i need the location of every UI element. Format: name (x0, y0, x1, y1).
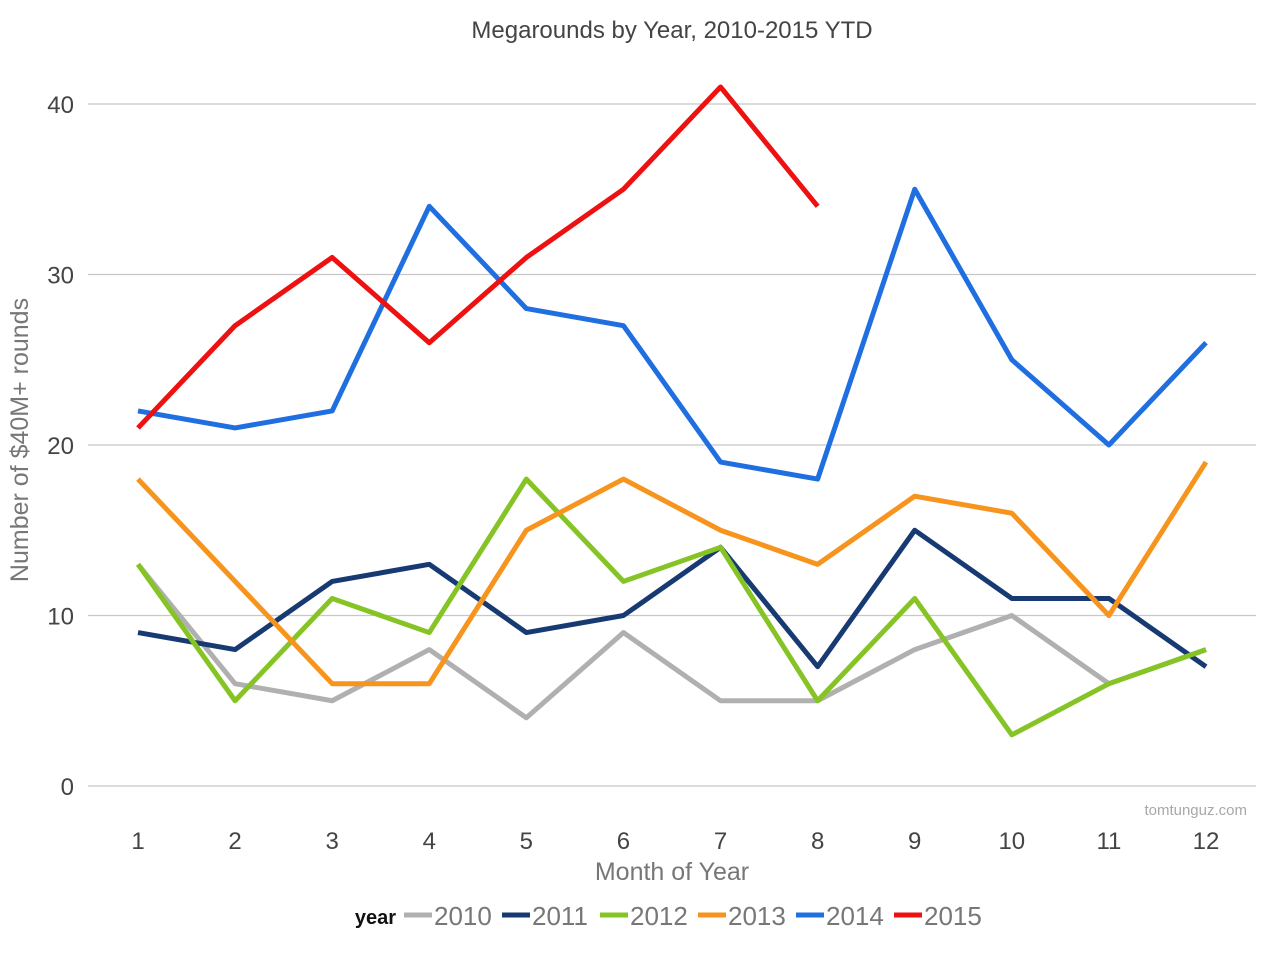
series-line-2010 (136, 562, 1207, 721)
x-tick-label: 10 (998, 828, 1025, 855)
y-tick-label: 10 (47, 604, 74, 631)
x-axis-ticks: 1 2 3 4 5 6 7 8 9 10 11 12 (131, 828, 1219, 855)
y-tick-label: 40 (47, 92, 74, 119)
series-line-2013 (136, 460, 1209, 687)
series-line-2011 (137, 527, 1208, 670)
legend-label-2011: 2011 (532, 901, 588, 931)
chart-title: Megarounds by Year, 2010-2015 YTD (471, 17, 872, 44)
legend-title: year (355, 907, 396, 929)
x-tick-label: 5 (520, 828, 533, 855)
legend-label-2012: 2012 (630, 901, 688, 931)
series-line-2015 (136, 84, 820, 430)
legend-label-2014: 2014 (826, 901, 884, 931)
x-axis-title: Month of Year (595, 858, 749, 886)
y-axis-ticks: 0 10 20 30 40 (47, 92, 74, 801)
y-tick-label: 30 (47, 263, 74, 290)
legend-label-2013: 2013 (728, 901, 786, 931)
x-tick-label: 7 (714, 828, 727, 855)
x-tick-label: 3 (326, 828, 339, 855)
y-axis-title: Number of $40M+ rounds (6, 298, 34, 582)
x-tick-label: 6 (617, 828, 630, 855)
grid (88, 103, 1256, 787)
legend-label-2015: 2015 (924, 901, 982, 931)
y-tick-label: 0 (61, 774, 74, 801)
x-tick-label: 11 (1096, 828, 1121, 855)
x-tick-label: 2 (228, 828, 241, 855)
x-tick-label: 4 (423, 828, 436, 855)
legend: year 2010 2011 2012 2013 2014 2015 (355, 901, 982, 931)
x-tick-label: 8 (811, 828, 824, 855)
x-tick-label: 1 (131, 828, 144, 855)
series-line-2014 (137, 186, 1208, 482)
legend-label-2010: 2010 (434, 901, 492, 931)
series-lines (135, 84, 1209, 738)
series-line-2012 (135, 476, 1207, 738)
x-tick-label: 9 (908, 828, 921, 855)
y-tick-label: 20 (47, 433, 74, 460)
watermark: tomtunguz.com (1144, 802, 1247, 819)
x-tick-label: 12 (1193, 828, 1220, 855)
